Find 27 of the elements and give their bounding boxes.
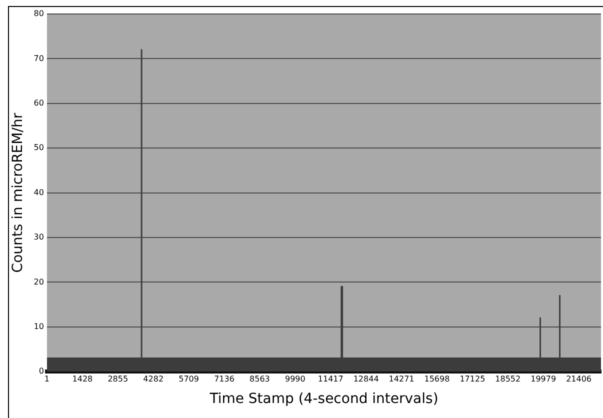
x-tick-label: 21406 (566, 374, 592, 384)
y-tick-label: 20 (34, 277, 44, 286)
x-tick-label: 19979 (530, 374, 556, 384)
x-tick-label: 11417 (318, 374, 344, 384)
y-tick-label: 0 (38, 366, 44, 376)
y-tick-label: 30 (34, 232, 44, 242)
x-tick-label: 1 (44, 374, 50, 384)
y-axis-title: Counts in microREM/hr (10, 112, 26, 273)
x-tick-label: 17125 (460, 374, 486, 384)
x-tick-label: 9990 (284, 374, 306, 384)
x-tick-label: 15698 (424, 374, 450, 384)
x-axis-title: Time Stamp (4-second intervals) (208, 391, 438, 408)
x-tick-label: 5709 (178, 374, 199, 384)
x-tick-label: 14271 (388, 374, 414, 384)
y-tick-label: 70 (34, 54, 44, 63)
y-tick-label: 40 (34, 188, 44, 197)
y-tick-label: 80 (34, 9, 44, 18)
y-tick-label: 50 (34, 143, 44, 152)
x-tick-label: 1428 (72, 374, 93, 384)
x-tick-label: 12844 (353, 374, 379, 384)
y-tick-label: 60 (34, 98, 44, 108)
x-tick-label: 4282 (143, 374, 164, 384)
x-tick-label: 7136 (214, 374, 234, 384)
x-tick-label: 18552 (495, 374, 521, 384)
y-tick-label: 10 (34, 322, 44, 331)
x-tick-label: 8563 (250, 374, 270, 384)
x-tick-label: 2855 (108, 374, 128, 384)
